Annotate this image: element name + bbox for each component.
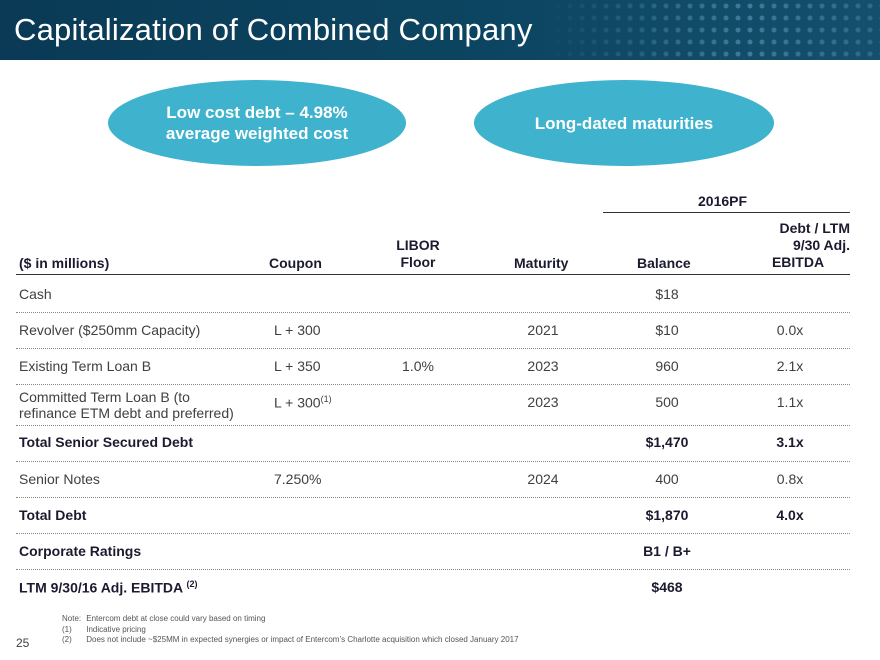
callout-line: average weighted cost [165,124,349,143]
coupon-value: L + 300 [274,394,321,411]
cell-balance: 500 [655,394,679,410]
cell-coupon: L + 300(1) [274,394,332,411]
cell-coupon: 7.250% [274,471,322,487]
cell-coupon: L + 350 [274,358,321,374]
table-row-corporate-ratings: Corporate Ratings B1 / B+ [16,533,850,570]
header-label: ($ in millions) [19,255,110,271]
table-row-cash: Cash $18 [16,276,850,313]
footnote-text: Indicative pricing [86,624,146,634]
cell-maturity: 2021 [527,322,559,338]
header-ebitda-line: Debt / LTM [779,220,850,236]
header-ebitda-line: EBITDA [771,254,825,270]
footnote-mark: (2) [62,635,72,644]
cell-ebitda-multiple: 0.0x [776,322,804,338]
footnote: (2) Does not include ~$25MM in expected … [62,635,519,646]
cell-balance: 400 [655,471,679,487]
header-coupon: Coupon [269,255,322,271]
cell-ebitda-multiple: 1.1x [776,394,804,410]
cell-ebitda-multiple: 3.1x [776,434,804,450]
cell-maturity: 2023 [527,358,559,374]
header-ebitda-line: 9/30 Adj. [792,237,850,253]
footnote-mark: Note: [62,614,82,623]
table-row-committed-term-loan: Committed Term Loan B (to refinance ETM … [16,384,850,426]
footnote: Note: Entercom debt at close could vary … [62,614,519,625]
footnote-ref: (1) [320,394,332,404]
table-row-revolver: Revolver ($250mm Capacity) L + 300 2021 … [16,312,850,349]
footnote-mark: (1) [62,624,72,634]
cell-label: Revolver ($250mm Capacity) [19,322,201,338]
cell-balance: $18 [655,286,679,302]
callout-line: Low cost debt – 4.98% [166,103,348,122]
footnote-text: Does not include ~$25MM in expected syne… [86,635,519,644]
table-row-total-debt: Total Debt $1,870 4.0x [16,497,850,534]
decorative-dot-pattern [540,0,880,60]
cell-label: Corporate Ratings [19,543,142,559]
group-header-rule [603,212,850,213]
footnote: (1) Indicative pricing [62,625,519,636]
callout-low-cost-debt: Low cost debt – 4.98% average weighted c… [108,80,406,166]
cell-label: Senior Notes [19,471,100,487]
table-row-total-senior-secured: Total Senior Secured Debt $1,470 3.1x [16,425,850,462]
cell-label: Existing Term Loan B [19,358,152,374]
cell-balance: 960 [655,358,679,374]
cell-label: Total Senior Secured Debt [19,434,193,450]
cell-coupon: L + 300 [274,322,321,338]
cell-balance: $1,470 [645,434,689,450]
cell-ebitda-multiple: 0.8x [776,471,804,487]
header-libor-floor: LIBOR Floor [376,237,460,271]
header-libor-line: Floor [400,254,436,270]
group-header-2016pf: 2016PF [698,193,748,209]
cell-label-line: refinance ETM debt and preferred) [19,405,234,421]
footnote-text: Entercom debt at close could vary based … [86,614,266,623]
cell-label: Committed Term Loan B (to refinance ETM … [19,389,234,421]
cell-label: LTM 9/30/16 Adj. EBITDA (2) [19,579,198,596]
callout-line: Long-dated maturities [534,113,714,133]
header-libor-line: LIBOR [396,237,440,253]
header-maturity: Maturity [514,255,569,271]
cell-label-text: LTM 9/30/16 Adj. EBITDA [19,579,183,596]
slide-title: Capitalization of Combined Company [14,12,533,47]
cell-maturity: 2024 [527,471,559,487]
header-ebitda: Debt / LTM 9/30 Adj. EBITDA [740,220,850,271]
cell-label: Cash [19,286,52,302]
table-row-existing-term-loan: Existing Term Loan B L + 350 1.0% 2023 9… [16,348,850,385]
title-bar: Capitalization of Combined Company [0,0,880,60]
cell-libor-floor: 1.0% [402,358,434,374]
cell-maturity: 2023 [527,394,559,410]
cell-ebitda-multiple: 4.0x [776,507,804,523]
cell-balance: $10 [655,322,679,338]
footnotes: Note: Entercom debt at close could vary … [62,614,519,646]
header-rule [16,274,850,275]
cell-label: Total Debt [19,507,87,523]
cell-balance: $468 [651,579,683,595]
callout-long-dated-maturities: Long-dated maturities [474,80,774,166]
cell-balance: B1 / B+ [643,543,691,559]
table-row-senior-notes: Senior Notes 7.250% 2024 400 0.8x [16,461,850,498]
cell-balance: $1,870 [645,507,689,523]
cell-label-line: Committed Term Loan B (to [19,389,190,405]
header-balance: Balance [637,255,691,271]
cell-ebitda-multiple: 2.1x [776,358,804,374]
table-row-ltm-ebitda: LTM 9/30/16 Adj. EBITDA (2) $468 [16,569,850,601]
page-number: 25 [16,636,30,650]
footnote-ref: (2) [186,579,198,589]
